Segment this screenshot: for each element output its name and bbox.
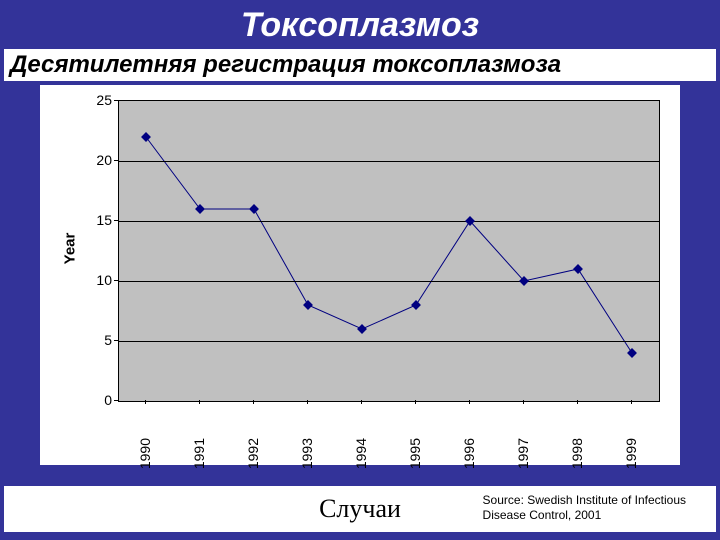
x-tick-mark bbox=[415, 400, 416, 404]
y-tick-label: 10 bbox=[84, 272, 112, 288]
y-tick-label: 0 bbox=[84, 392, 112, 408]
gridline bbox=[119, 281, 659, 282]
x-tick-mark bbox=[253, 400, 254, 404]
data-marker bbox=[519, 276, 529, 286]
x-tick-label: 1998 bbox=[569, 438, 585, 482]
x-tick-mark bbox=[361, 400, 362, 404]
y-tick-mark bbox=[114, 340, 118, 341]
x-tick-label: 1994 bbox=[353, 438, 369, 482]
x-tick-label: 1995 bbox=[407, 438, 423, 482]
bottom-row: Случаи Source: Swedish Institute of Infe… bbox=[4, 486, 716, 532]
data-marker bbox=[573, 264, 583, 274]
data-marker bbox=[357, 324, 367, 334]
x-tick-label: 1999 bbox=[623, 438, 639, 482]
x-tick-mark bbox=[469, 400, 470, 404]
data-marker bbox=[627, 348, 637, 358]
x-axis-label: Случаи bbox=[319, 494, 401, 524]
x-tick-mark bbox=[199, 400, 200, 404]
x-tick-label: 1991 bbox=[191, 438, 207, 482]
data-marker bbox=[303, 300, 313, 310]
chart-container: Year 05101520251990199119921993199419951… bbox=[40, 85, 680, 465]
y-tick-mark bbox=[114, 220, 118, 221]
y-axis-title: Year bbox=[61, 233, 78, 265]
data-marker bbox=[465, 216, 475, 226]
x-tick-label: 1997 bbox=[515, 438, 531, 482]
y-tick-label: 5 bbox=[84, 332, 112, 348]
y-tick-mark bbox=[114, 160, 118, 161]
line-series bbox=[119, 101, 659, 401]
y-tick-mark bbox=[114, 100, 118, 101]
data-marker bbox=[249, 204, 259, 214]
x-tick-label: 1992 bbox=[245, 438, 261, 482]
plot-area bbox=[118, 100, 660, 402]
y-tick-label: 25 bbox=[84, 92, 112, 108]
slide-title: Токсоплазмоз bbox=[0, 0, 720, 49]
source-citation: Source: Swedish Institute of Infectious … bbox=[483, 493, 686, 524]
x-tick-mark bbox=[631, 400, 632, 404]
x-tick-mark bbox=[307, 400, 308, 404]
x-tick-mark bbox=[577, 400, 578, 404]
gridline bbox=[119, 221, 659, 222]
slide-subtitle: Десятилетняя регистрация токсоплазмоза bbox=[4, 49, 716, 81]
y-tick-label: 15 bbox=[84, 212, 112, 228]
x-tick-mark bbox=[523, 400, 524, 404]
gridline bbox=[119, 341, 659, 342]
source-line-2: Disease Control, 2001 bbox=[483, 508, 602, 522]
data-marker bbox=[141, 132, 151, 142]
data-marker bbox=[411, 300, 421, 310]
x-tick-label: 1996 bbox=[461, 438, 477, 482]
x-tick-label: 1990 bbox=[137, 438, 153, 482]
y-tick-mark bbox=[114, 280, 118, 281]
y-tick-label: 20 bbox=[84, 152, 112, 168]
x-tick-mark bbox=[145, 400, 146, 404]
slide: Токсоплазмоз Десятилетняя регистрация то… bbox=[0, 0, 720, 540]
x-tick-label: 1993 bbox=[299, 438, 315, 482]
y-tick-mark bbox=[114, 400, 118, 401]
gridline bbox=[119, 161, 659, 162]
data-marker bbox=[195, 204, 205, 214]
source-line-1: Source: Swedish Institute of Infectious bbox=[483, 493, 686, 507]
